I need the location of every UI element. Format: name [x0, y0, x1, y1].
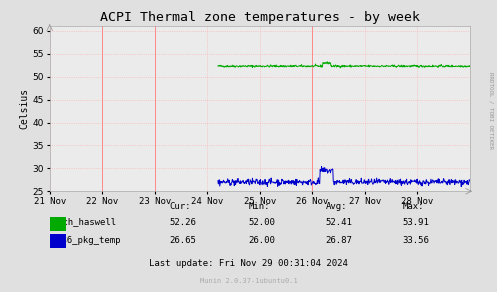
- Text: Max:: Max:: [403, 202, 424, 211]
- Text: RRDTOOL / TOBI OETIKER: RRDTOOL / TOBI OETIKER: [489, 72, 494, 150]
- Text: x86_pkg_temp: x86_pkg_temp: [57, 236, 122, 245]
- Text: Min:: Min:: [248, 202, 270, 211]
- Text: 26.00: 26.00: [248, 236, 275, 245]
- Y-axis label: Celsius: Celsius: [20, 88, 30, 129]
- Text: 33.56: 33.56: [403, 236, 429, 245]
- Text: 52.41: 52.41: [326, 218, 352, 227]
- Text: Cur:: Cur:: [169, 202, 190, 211]
- Text: Munin 2.0.37-1ubuntu0.1: Munin 2.0.37-1ubuntu0.1: [200, 278, 297, 284]
- Text: Avg:: Avg:: [326, 202, 347, 211]
- Text: pch_haswell: pch_haswell: [57, 218, 116, 227]
- Text: Last update: Fri Nov 29 00:31:04 2024: Last update: Fri Nov 29 00:31:04 2024: [149, 259, 348, 268]
- Title: ACPI Thermal zone temperatures - by week: ACPI Thermal zone temperatures - by week: [100, 11, 419, 24]
- Text: 52.00: 52.00: [248, 218, 275, 227]
- Text: 53.91: 53.91: [403, 218, 429, 227]
- Text: 26.87: 26.87: [326, 236, 352, 245]
- Text: 26.65: 26.65: [169, 236, 196, 245]
- Text: 52.26: 52.26: [169, 218, 196, 227]
